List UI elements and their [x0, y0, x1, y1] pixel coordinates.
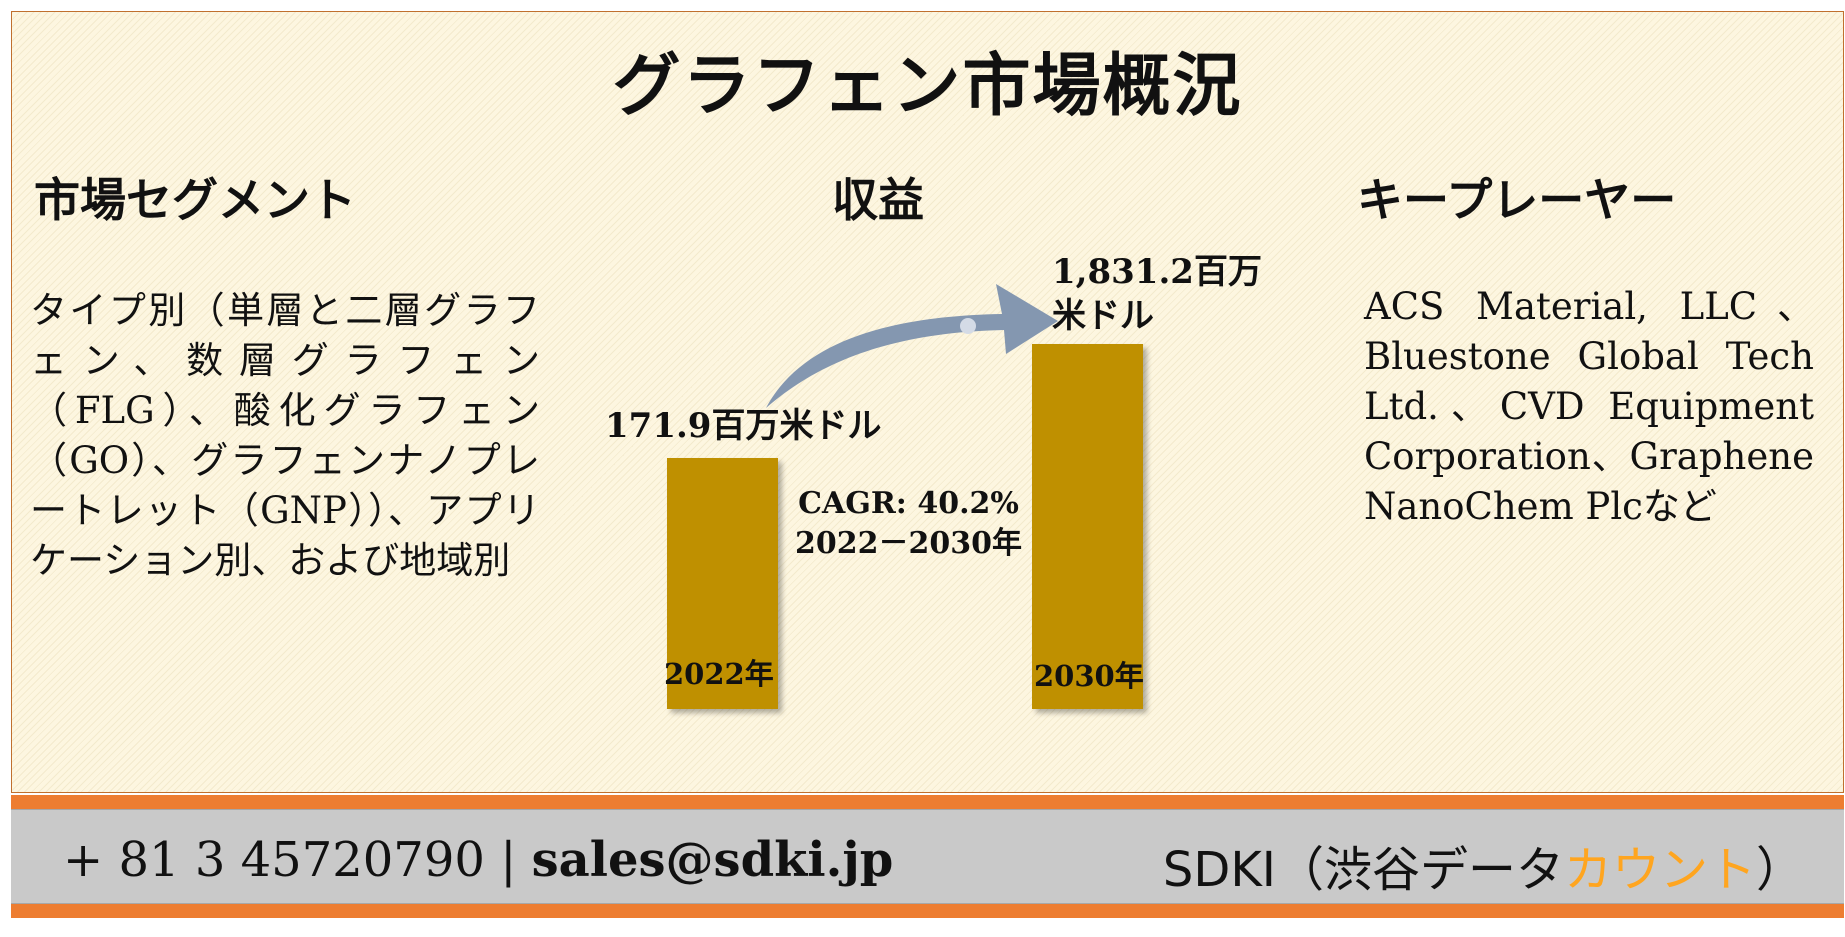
overview-panel: グラフェン市場概況 市場セグメント 収益 キープレーヤー タイプ別（単層と二層グ… — [11, 11, 1844, 793]
brand-close: ） — [1755, 842, 1804, 898]
value-label-2030: 1,831.2百万米ドル — [1052, 252, 1262, 336]
segment-heading: 市場セグメント — [34, 173, 356, 227]
page-title: グラフェン市場概況 — [612, 46, 1243, 126]
bar-year-2030: 2030年 — [1034, 659, 1144, 693]
key-players-heading: キープレーヤー — [1357, 173, 1677, 227]
arrow-highlight-dot — [960, 318, 976, 334]
brand-name: SDKI（渋谷データカウント） — [1163, 830, 1804, 900]
bar-year-2022: 2022年 — [664, 657, 774, 691]
email-link[interactable]: sales@sdki.jp — [531, 832, 894, 888]
key-players-text: ACS Material, LLC、Bluestone Global Tech … — [1364, 285, 1814, 528]
phone-number: + 81 3 45720790 — [63, 832, 485, 888]
bar-2022 — [667, 458, 778, 709]
segment-text: タイプ別（単層と二層グラフェン、数層グラフェン（FLG）、酸化グラフェン（GO）… — [30, 289, 540, 582]
growth-arrow-icon — [766, 284, 1058, 408]
contact-separator: | — [500, 832, 517, 888]
footer-stripe-bottom — [11, 904, 1844, 918]
contact-info: + 81 3 45720790 | sales@sdki.jp — [63, 832, 893, 888]
footer-bar: + 81 3 45720790 | sales@sdki.jp SDKI（渋谷デ… — [11, 809, 1844, 904]
cagr-period: 2022－2030年 — [795, 526, 1022, 561]
revenue-heading: 収益 — [832, 173, 924, 227]
cagr-value: CAGR: 40.2% — [798, 486, 1019, 521]
footer-stripe-top — [11, 795, 1844, 809]
brand-accent: カウント — [1563, 842, 1756, 898]
value-label-2022: 171.9百万米ドル — [605, 406, 882, 446]
brand-main: SDKI（渋谷データ — [1162, 842, 1564, 898]
growth-arrow-shape — [766, 284, 1058, 408]
cagr-label: CAGR: 40.2% 2022－2030年 — [795, 484, 1022, 564]
bar-2030 — [1032, 344, 1143, 709]
